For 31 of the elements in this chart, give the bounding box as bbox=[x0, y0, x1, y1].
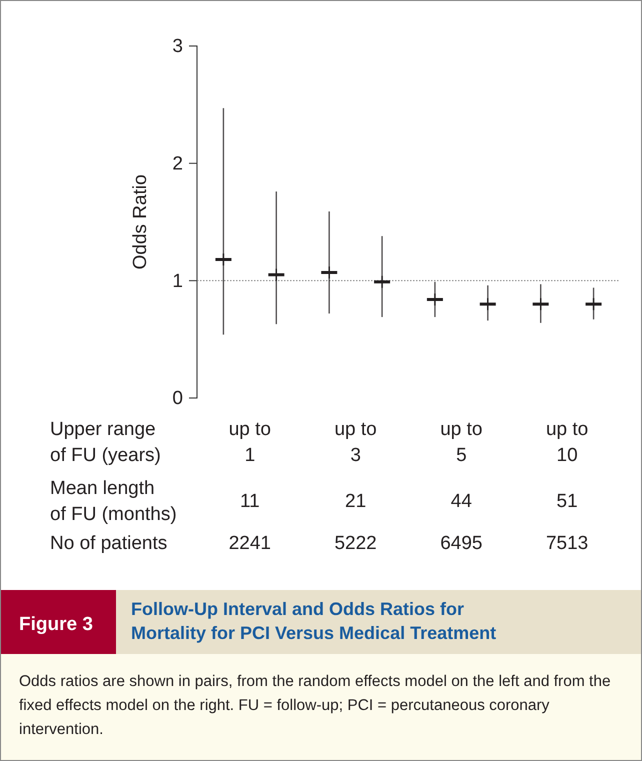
text: 51 bbox=[556, 491, 578, 512]
point bbox=[426, 293, 443, 306]
text: No of patients bbox=[50, 533, 168, 554]
text: Follow-Up Interval and Odds Ratios for Mortality for PCI Versus Medical Treatment bbox=[131, 599, 496, 643]
y-tick-label: 2 bbox=[172, 153, 183, 174]
text: up to 5 bbox=[440, 419, 483, 466]
point bbox=[586, 298, 602, 310]
text: Odds ratios are shown in pairs, from the random effects model on the left and from the fixed effects model on the right. FU = follow-up; PCI = percutaneous coronary intervention. bbox=[19, 673, 611, 738]
text: Upper range of FU (years) bbox=[50, 419, 161, 466]
text: up to 1 bbox=[228, 419, 272, 466]
point bbox=[215, 254, 232, 266]
y-tick-label: 1 bbox=[172, 270, 183, 292]
caption: Figure 3 bbox=[19, 614, 93, 635]
y-axis-title: Odds Ratio bbox=[130, 174, 151, 270]
point bbox=[532, 298, 549, 310]
text: 6495 bbox=[440, 533, 483, 554]
text: 5222 bbox=[334, 533, 377, 554]
text: up to 10 bbox=[546, 419, 588, 466]
point bbox=[480, 298, 496, 310]
y-tick-label: 3 bbox=[172, 36, 183, 58]
text: up to 3 bbox=[334, 419, 377, 466]
point bbox=[374, 276, 390, 288]
text: 44 bbox=[450, 491, 472, 512]
text: 21 bbox=[345, 491, 366, 512]
text: 7513 bbox=[546, 533, 588, 554]
y-tick-label: 0 bbox=[172, 388, 183, 410]
text: 2241 bbox=[228, 533, 272, 554]
text: 11 bbox=[240, 491, 260, 512]
text: Mean length of FU (months) bbox=[50, 478, 177, 525]
point bbox=[268, 268, 284, 281]
point bbox=[321, 266, 338, 278]
